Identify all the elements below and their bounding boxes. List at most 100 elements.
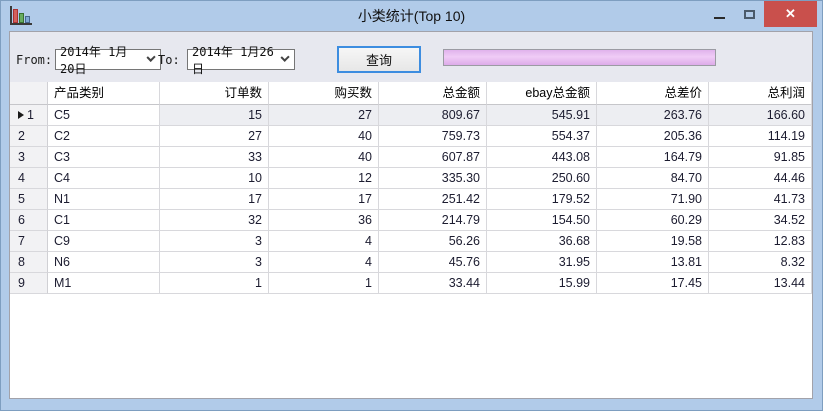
row-header[interactable]: 7 xyxy=(10,231,48,252)
table-cell[interactable]: 12.83 xyxy=(709,231,812,252)
table-cell[interactable]: 17 xyxy=(269,189,379,210)
row-number: 4 xyxy=(18,171,25,185)
table-cell[interactable]: 17 xyxy=(160,189,269,210)
minimize-button[interactable] xyxy=(704,1,734,27)
table-cell[interactable]: 41.73 xyxy=(709,189,812,210)
table-cell[interactable]: 3 xyxy=(160,252,269,273)
table-cell[interactable]: 4 xyxy=(269,252,379,273)
table-cell[interactable]: 60.29 xyxy=(597,210,709,231)
table-cell[interactable]: 114.19 xyxy=(709,126,812,147)
table-cell[interactable]: 12 xyxy=(269,168,379,189)
table-cell[interactable]: 33.44 xyxy=(379,273,487,294)
table-cell[interactable]: 45.76 xyxy=(379,252,487,273)
corner-header-cell[interactable] xyxy=(10,82,48,105)
table-cell[interactable]: C2 xyxy=(48,126,160,147)
table-cell[interactable]: 19.58 xyxy=(597,231,709,252)
table-cell[interactable]: N1 xyxy=(48,189,160,210)
bar-green xyxy=(19,13,24,23)
column-header-orders[interactable]: 订单数 xyxy=(160,82,269,105)
bar-chart-icon xyxy=(10,6,32,25)
close-button[interactable]: ✕ xyxy=(764,1,817,27)
table-cell[interactable]: 263.76 xyxy=(597,105,709,126)
row-header[interactable]: 1 xyxy=(10,105,48,126)
column-header-purchases[interactable]: 购买数 xyxy=(269,82,379,105)
table-row: 9 M1 1 1 33.44 15.99 17.45 13.44 xyxy=(10,273,812,294)
to-label: To: xyxy=(158,53,180,67)
maximize-button[interactable] xyxy=(734,1,764,27)
table-cell[interactable]: N6 xyxy=(48,252,160,273)
to-date-picker[interactable]: 2014年 1月26日 xyxy=(187,45,295,76)
table-cell[interactable]: 179.52 xyxy=(487,189,597,210)
row-header[interactable]: 3 xyxy=(10,147,48,168)
table-cell[interactable]: C4 xyxy=(48,168,160,189)
table-row: 1 C5 15 27 809.67 545.91 263.76 166.60 xyxy=(10,105,812,126)
column-header-total[interactable]: 总金额 xyxy=(379,82,487,105)
table-cell[interactable]: 554.37 xyxy=(487,126,597,147)
table-cell[interactable]: 17.45 xyxy=(597,273,709,294)
table-cell[interactable]: 13.81 xyxy=(597,252,709,273)
minimize-icon xyxy=(713,17,725,19)
row-header[interactable]: 5 xyxy=(10,189,48,210)
table-cell[interactable]: 335.30 xyxy=(379,168,487,189)
table-row: 7 C9 3 4 56.26 36.68 19.58 12.83 xyxy=(10,231,812,252)
table-cell[interactable]: 164.79 xyxy=(597,147,709,168)
table-cell[interactable]: 1 xyxy=(160,273,269,294)
table-cell[interactable]: 40 xyxy=(269,147,379,168)
row-header[interactable]: 2 xyxy=(10,126,48,147)
table-cell[interactable]: 33 xyxy=(160,147,269,168)
table-cell[interactable]: M1 xyxy=(48,273,160,294)
table-cell[interactable]: 84.70 xyxy=(597,168,709,189)
table-cell[interactable]: 166.60 xyxy=(709,105,812,126)
table-cell[interactable]: 36 xyxy=(269,210,379,231)
table-cell[interactable]: 1 xyxy=(269,273,379,294)
table-cell[interactable]: 443.08 xyxy=(487,147,597,168)
table-cell[interactable]: 251.42 xyxy=(379,189,487,210)
table-cell[interactable]: 40 xyxy=(269,126,379,147)
table-cell[interactable]: 27 xyxy=(269,105,379,126)
table-cell[interactable]: C9 xyxy=(48,231,160,252)
table-cell[interactable]: 154.50 xyxy=(487,210,597,231)
row-header[interactable]: 8 xyxy=(10,252,48,273)
from-date-picker[interactable]: 2014年 1月20日 xyxy=(55,45,161,76)
column-header-diff[interactable]: 总差价 xyxy=(597,82,709,105)
table-cell[interactable]: 607.87 xyxy=(379,147,487,168)
progress-bar-fill xyxy=(444,50,715,65)
column-header-profit[interactable]: 总利润 xyxy=(709,82,812,105)
table-cell[interactable]: 214.79 xyxy=(379,210,487,231)
table-cell[interactable]: 250.60 xyxy=(487,168,597,189)
table-cell[interactable]: 10 xyxy=(160,168,269,189)
query-button[interactable]: 查询 xyxy=(337,46,421,73)
table-cell[interactable]: 13.44 xyxy=(709,273,812,294)
row-number: 3 xyxy=(18,150,25,164)
table-cell[interactable]: 4 xyxy=(269,231,379,252)
table-cell[interactable]: 56.26 xyxy=(379,231,487,252)
table-cell[interactable]: 31.95 xyxy=(487,252,597,273)
table-cell[interactable]: 205.36 xyxy=(597,126,709,147)
table-cell[interactable]: C1 xyxy=(48,210,160,231)
table-cell[interactable]: 71.90 xyxy=(597,189,709,210)
table-cell[interactable]: 91.85 xyxy=(709,147,812,168)
bar-blue xyxy=(25,16,30,23)
table-cell[interactable]: 759.73 xyxy=(379,126,487,147)
row-header[interactable]: 6 xyxy=(10,210,48,231)
column-header-product[interactable]: 产品类别 xyxy=(48,82,160,105)
table-cell[interactable]: 545.91 xyxy=(487,105,597,126)
table-cell[interactable]: 36.68 xyxy=(487,231,597,252)
table-cell[interactable]: 15.99 xyxy=(487,273,597,294)
table-cell[interactable]: 8.32 xyxy=(709,252,812,273)
row-number: 8 xyxy=(18,255,25,269)
row-header[interactable]: 9 xyxy=(10,273,48,294)
table-cell[interactable]: 32 xyxy=(160,210,269,231)
close-icon: ✕ xyxy=(785,6,796,21)
table-cell[interactable]: C5 xyxy=(48,105,160,126)
chevron-down-icon xyxy=(146,52,156,63)
table-cell[interactable]: 44.46 xyxy=(709,168,812,189)
row-header[interactable]: 4 xyxy=(10,168,48,189)
table-cell[interactable]: 15 xyxy=(160,105,269,126)
table-cell[interactable]: C3 xyxy=(48,147,160,168)
table-cell[interactable]: 34.52 xyxy=(709,210,812,231)
table-cell[interactable]: 809.67 xyxy=(379,105,487,126)
table-cell[interactable]: 3 xyxy=(160,231,269,252)
column-header-ebay-total[interactable]: ebay总金额 xyxy=(487,82,597,105)
table-cell[interactable]: 27 xyxy=(160,126,269,147)
